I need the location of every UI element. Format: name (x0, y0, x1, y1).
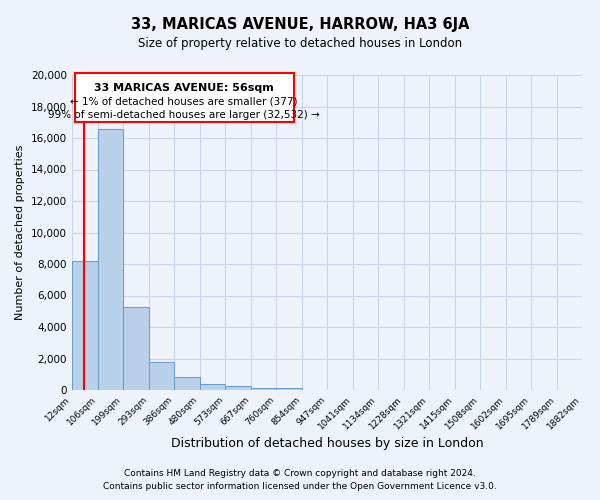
Bar (276, 388, 302, 390)
Y-axis label: Number of detached properties: Number of detached properties (16, 145, 25, 320)
Text: 99% of semi-detached houses are larger (32,532) →: 99% of semi-detached houses are larger (… (49, 110, 320, 120)
Bar (200, 384, 225, 390)
Bar (149, 362, 174, 390)
Text: Contains HM Land Registry data © Crown copyright and database right 2024.: Contains HM Land Registry data © Crown c… (124, 468, 476, 477)
Bar (225, 386, 251, 390)
Text: 33 MARICAS AVENUE: 56sqm: 33 MARICAS AVENUE: 56sqm (94, 83, 274, 93)
Text: ← 1% of detached houses are smaller (377): ← 1% of detached houses are smaller (377… (70, 96, 298, 106)
Text: Size of property relative to detached houses in London: Size of property relative to detached ho… (138, 38, 462, 51)
Text: Contains public sector information licensed under the Open Government Licence v3: Contains public sector information licen… (103, 482, 497, 491)
Bar (251, 388, 276, 390)
FancyBboxPatch shape (74, 74, 294, 122)
Bar (72, 261, 98, 390)
Bar (98, 128, 123, 390)
Text: 33, MARICAS AVENUE, HARROW, HA3 6JA: 33, MARICAS AVENUE, HARROW, HA3 6JA (131, 18, 469, 32)
Bar (123, 306, 149, 390)
Bar (174, 378, 200, 390)
X-axis label: Distribution of detached houses by size in London: Distribution of detached houses by size … (170, 436, 484, 450)
